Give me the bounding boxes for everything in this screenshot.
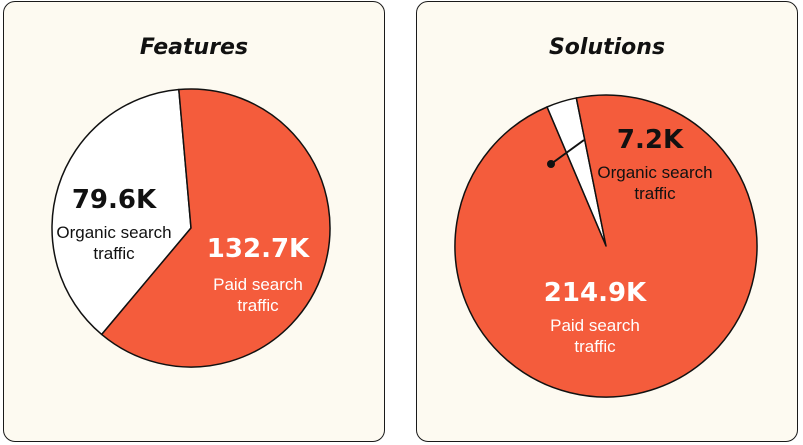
features-pie-chart: 79.6K Organic search traffic 132.7K Paid sea… xyxy=(51,88,331,368)
features-chart-panel: Features 79.6K Organic search traffic 132.7… xyxy=(3,1,385,442)
leader-dot xyxy=(547,160,555,168)
paid-category-label: Paid search traffic xyxy=(213,275,303,315)
solutions-chart-panel: Solutions 7.2K Organic search traffic 214.9… xyxy=(416,1,798,442)
chart-title: Features xyxy=(139,35,249,60)
leader-line xyxy=(550,139,585,165)
paid-search-slice xyxy=(100,88,331,368)
chart-title: Solutions xyxy=(548,35,666,60)
organic-value-label: 79.6K xyxy=(72,185,157,215)
organic-category-label: Organic search traffic xyxy=(597,163,712,203)
organic-value-label: 7.2K xyxy=(617,125,684,155)
paid-value-label: 214.9K xyxy=(544,278,647,308)
paid-category-label: Paid search traffic xyxy=(550,316,640,356)
solutions-pie-chart: 7.2K Organic search traffic 214.9K Paid sear… xyxy=(454,94,758,398)
paid-value-label: 132.7K xyxy=(207,234,310,264)
paid-search-slice xyxy=(454,94,758,398)
organic-category-label: Organic search traffic xyxy=(56,223,171,263)
organic-search-slice xyxy=(51,88,192,336)
